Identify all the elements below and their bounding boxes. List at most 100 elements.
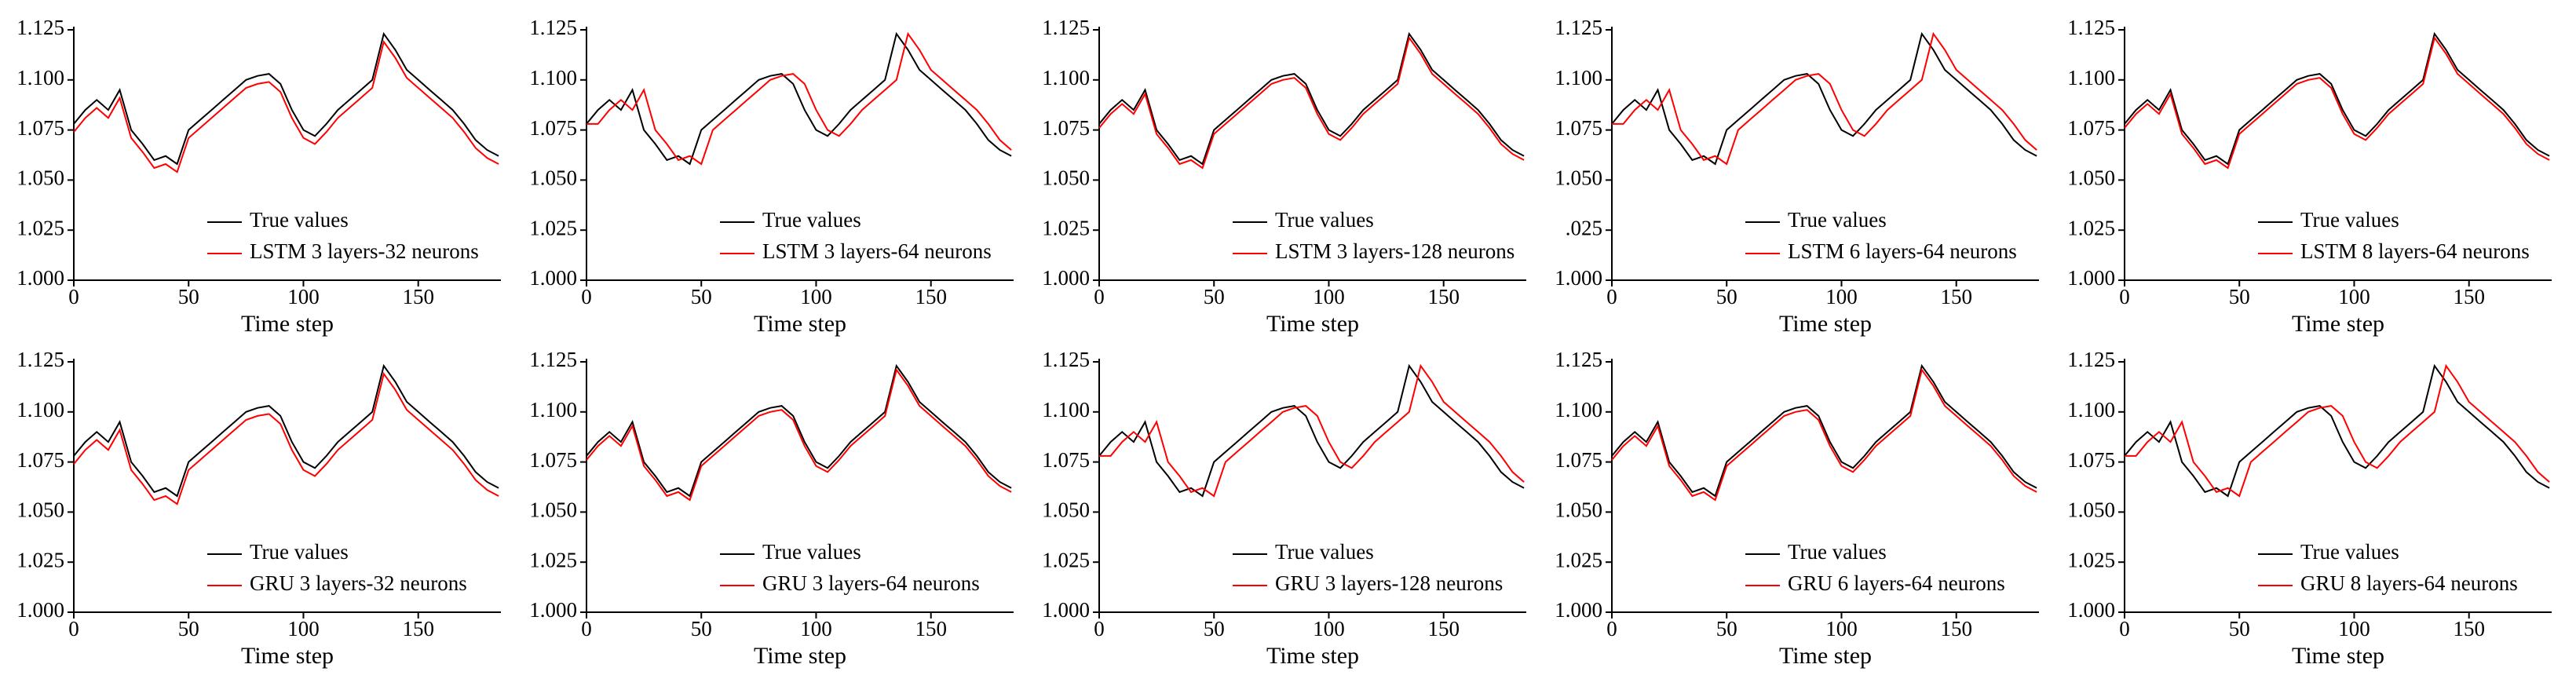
y-tick-label: 1.000 [529,598,577,622]
panel: 1.000 1.025 1.050 1.075 1.100 1.125 0 50 100 150 T… [1042,16,1526,337]
y-tick-label: 1.000 [1042,266,1090,290]
y-tick-label: 1.075 [529,448,577,472]
y-tick-label: 1.075 [16,448,64,472]
y-tick-label: 1.025 [2067,216,2115,239]
series-line [2125,363,2550,498]
y-tick-label: 1.000 [16,266,64,290]
series-line [586,363,1012,498]
legend-label: GRU 6 layers-64 neurons [1788,571,2005,595]
legend-label: True values [2300,208,2399,232]
y-tick-label: 1.025 [16,216,64,239]
x-tick-label: 50 [1204,617,1225,640]
x-axis-label: Time step [241,311,334,337]
x-tick-label: 50 [178,617,199,640]
legend-label: LSTM 6 layers-64 neurons [1788,239,2017,263]
legend-label: LSTM 3 layers-64 neurons [762,239,992,263]
series-line [1098,31,1525,166]
x-axis-label: Time step [1266,643,1359,669]
panel: 1.000 1.025 1.050 1.075 1.100 1.125 0 50 100 150 T… [2067,348,2552,669]
x-axis-label: Time step [1266,311,1359,337]
y-tick-label: 1.100 [1042,398,1090,421]
y-tick-label: 1.050 [529,166,577,190]
series-line [1611,363,2037,498]
panel: 1.000 1.025 1.050 1.075 1.100 1.125 0 50 100 150 T… [1042,348,1526,669]
y-tick-label: 1.125 [1042,348,1090,371]
legend-label: LSTM 3 layers-32 neurons [250,239,479,263]
y-tick-label: 1.000 [1555,598,1602,622]
x-tick-label: 100 [1825,617,1858,640]
y-tick-label: 1.100 [529,66,577,89]
y-tick-label: 1.100 [529,398,577,421]
y-tick-label: 1.050 [1555,498,1602,522]
legend-label: True values [1275,208,1374,232]
y-tick-label: 1.100 [2067,66,2115,89]
y-tick-label: 1.025 [16,548,64,571]
series-line [2124,31,2550,166]
y-tick-label: 1.075 [16,116,64,140]
y-tick-label: 1.125 [2067,16,2115,39]
x-tick-label: 0 [1606,285,1617,308]
y-tick-label: 1.000 [2067,266,2115,290]
x-axis-label: Time step [1779,311,1872,337]
x-tick-label: 150 [402,617,434,640]
x-tick-label: 50 [691,617,712,640]
legend-label: True values [1788,208,1887,232]
y-tick-label: 1.025 [2067,548,2115,571]
y-tick-label: 1.050 [16,166,64,190]
y-tick-label: 1.125 [2067,348,2115,371]
x-tick-label: 0 [1094,285,1105,308]
y-tick-label: .025 [1566,216,1602,239]
y-tick-label: 1.025 [529,548,577,571]
x-tick-label: 0 [2119,617,2130,640]
legend-label: LSTM 8 layers-64 neurons [2300,239,2530,263]
series-line [1612,31,2037,166]
y-tick-label: 1.100 [16,66,64,89]
x-tick-label: 100 [287,617,320,640]
x-tick-label: 150 [1940,285,1972,308]
legend-label: True values [2300,540,2399,564]
y-tick-label: 1.100 [1555,398,1602,421]
x-tick-label: 100 [2338,617,2370,640]
x-tick-label: 150 [1940,617,1972,640]
y-tick-label: 1.075 [2067,448,2115,472]
y-tick-label: 1.025 [1555,548,1602,571]
y-tick-label: 1.050 [1042,166,1090,190]
x-tick-label: 150 [402,285,434,308]
x-tick-label: 100 [1313,617,1345,640]
x-tick-label: 0 [68,285,79,308]
x-tick-label: 50 [1204,285,1225,308]
series-line [586,31,1012,166]
x-axis-label: Time step [2292,643,2384,669]
legend-label: GRU 3 layers-32 neurons [250,571,467,595]
x-axis-label: Time step [754,311,846,337]
legend-label: True values [762,540,861,564]
y-tick-label: 1.125 [529,16,577,39]
y-tick-label: 1.050 [2067,498,2115,522]
x-tick-label: 50 [691,285,712,308]
panel: 1.000 1.025 1.050 1.075 1.100 1.125 0 50 100 150 T… [529,348,1014,669]
x-axis-label: Time step [754,643,846,669]
series-line [2124,363,2550,498]
y-tick-label: 1.075 [2067,116,2115,140]
x-tick-label: 50 [178,285,199,308]
panel: 1.000 1.025 1.050 1.075 1.100 1.125 0 50 100 150 T… [1555,348,2039,669]
x-tick-label: 0 [581,285,592,308]
panel: 1.000 1.025 1.050 1.075 1.100 1.125 0 50 100 150 T… [16,16,501,337]
x-tick-label: 0 [2119,285,2130,308]
x-tick-label: 150 [915,617,947,640]
x-axis-label: Time step [2292,311,2384,337]
series-line [1611,31,2037,166]
x-tick-label: 100 [2338,285,2370,308]
panel: 1.000 .025 1.050 1.075 1.100 1.125 0 50 100 150 Ti… [1555,16,2039,337]
legend-label: True values [1275,540,1374,564]
legend-label: GRU 3 layers-128 neurons [1275,571,1503,595]
y-tick-label: 1.050 [1042,498,1090,522]
legend-label: GRU 8 layers-64 neurons [2300,571,2518,595]
x-tick-label: 50 [2229,617,2250,640]
x-tick-label: 50 [1716,617,1737,640]
legend-label: True values [250,540,349,564]
series-line [73,363,499,498]
y-tick-label: 1.000 [529,266,577,290]
y-tick-label: 1.075 [1555,116,1602,140]
